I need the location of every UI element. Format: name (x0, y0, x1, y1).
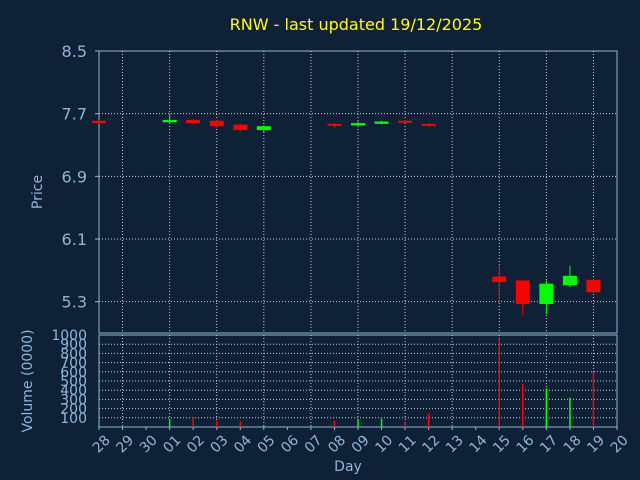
volume-axis-label: Volume (0000) (20, 329, 36, 432)
day-tick-label: 20 (608, 432, 632, 456)
candle-body (186, 119, 201, 124)
day-tick-label: 18 (561, 432, 585, 456)
candle-body (492, 276, 507, 283)
price-tick-label: 7.7 (62, 105, 87, 124)
day-tick-label: 12 (419, 432, 443, 456)
candle-body (515, 280, 530, 305)
day-tick-label: 13 (443, 432, 467, 456)
day-tick-label: 03 (208, 432, 232, 456)
volume-tick-label: 200 (60, 402, 87, 418)
day-tick-labels: 28 29 30 01 02 03 04 05 06 07 08 09 10 11 12 13 14 15 16 17… (90, 427, 632, 456)
chart-title: RNW - last updated 19/12/2025 (230, 15, 483, 34)
candle-body (162, 119, 177, 123)
day-tick-label: 29 (113, 432, 137, 456)
day-tick-label: 19 (584, 432, 608, 456)
volume-tick-label: 900 (60, 337, 87, 353)
volume-tick-label: 800 (60, 346, 87, 362)
price-tick-label: 6.1 (62, 230, 87, 249)
candle-body (586, 279, 601, 293)
volume-tick-label: 500 (60, 374, 87, 390)
candle-body (374, 121, 389, 124)
price-tick-label: 6.9 (62, 167, 87, 186)
day-tick-label: 17 (537, 432, 561, 456)
day-axis-label: Day (334, 459, 362, 475)
candle-body (209, 120, 224, 127)
candle-body (539, 283, 554, 305)
day-tick-label: 09 (349, 432, 373, 456)
candle-body (562, 275, 577, 286)
volume-tick-label: 700 (60, 356, 87, 372)
day-tick-label: 15 (490, 432, 514, 456)
price-panel: 8.5 7.7 6.9 6.1 5.3 (62, 42, 618, 334)
day-tick-label: 06 (278, 432, 302, 456)
day-tick-label: 05 (255, 432, 279, 456)
volume-tick-label: 300 (60, 392, 87, 408)
day-tick-label: 11 (396, 432, 420, 456)
candle-body (92, 120, 106, 124)
candle-body (398, 120, 413, 123)
candle-body (233, 124, 248, 131)
volume-tick-label: 600 (60, 365, 87, 381)
day-tick-label: 28 (90, 432, 114, 456)
price-axis-label: Price (30, 175, 46, 209)
day-tick-label: 04 (231, 432, 255, 456)
day-tick-label: 07 (302, 432, 326, 456)
day-tick-label: 01 (160, 432, 184, 456)
day-tick-label: 02 (184, 432, 208, 456)
price-tick-label: 8.5 (62, 42, 87, 61)
day-tick-label: 30 (137, 432, 161, 456)
day-tick-label: 10 (372, 432, 396, 456)
day-tick-label: 16 (514, 432, 538, 456)
volume-tick-label: 1000 (51, 328, 87, 344)
volume-tick-label: 100 (60, 411, 87, 427)
candle-body (256, 126, 271, 131)
candle-body (351, 123, 365, 126)
day-tick-label: 14 (467, 432, 491, 456)
day-tick-label: 08 (325, 432, 349, 456)
candle-body (327, 123, 342, 126)
price-tick-label: 5.3 (62, 293, 87, 312)
volume-tick-label: 400 (60, 383, 87, 399)
candle-body (421, 123, 436, 126)
